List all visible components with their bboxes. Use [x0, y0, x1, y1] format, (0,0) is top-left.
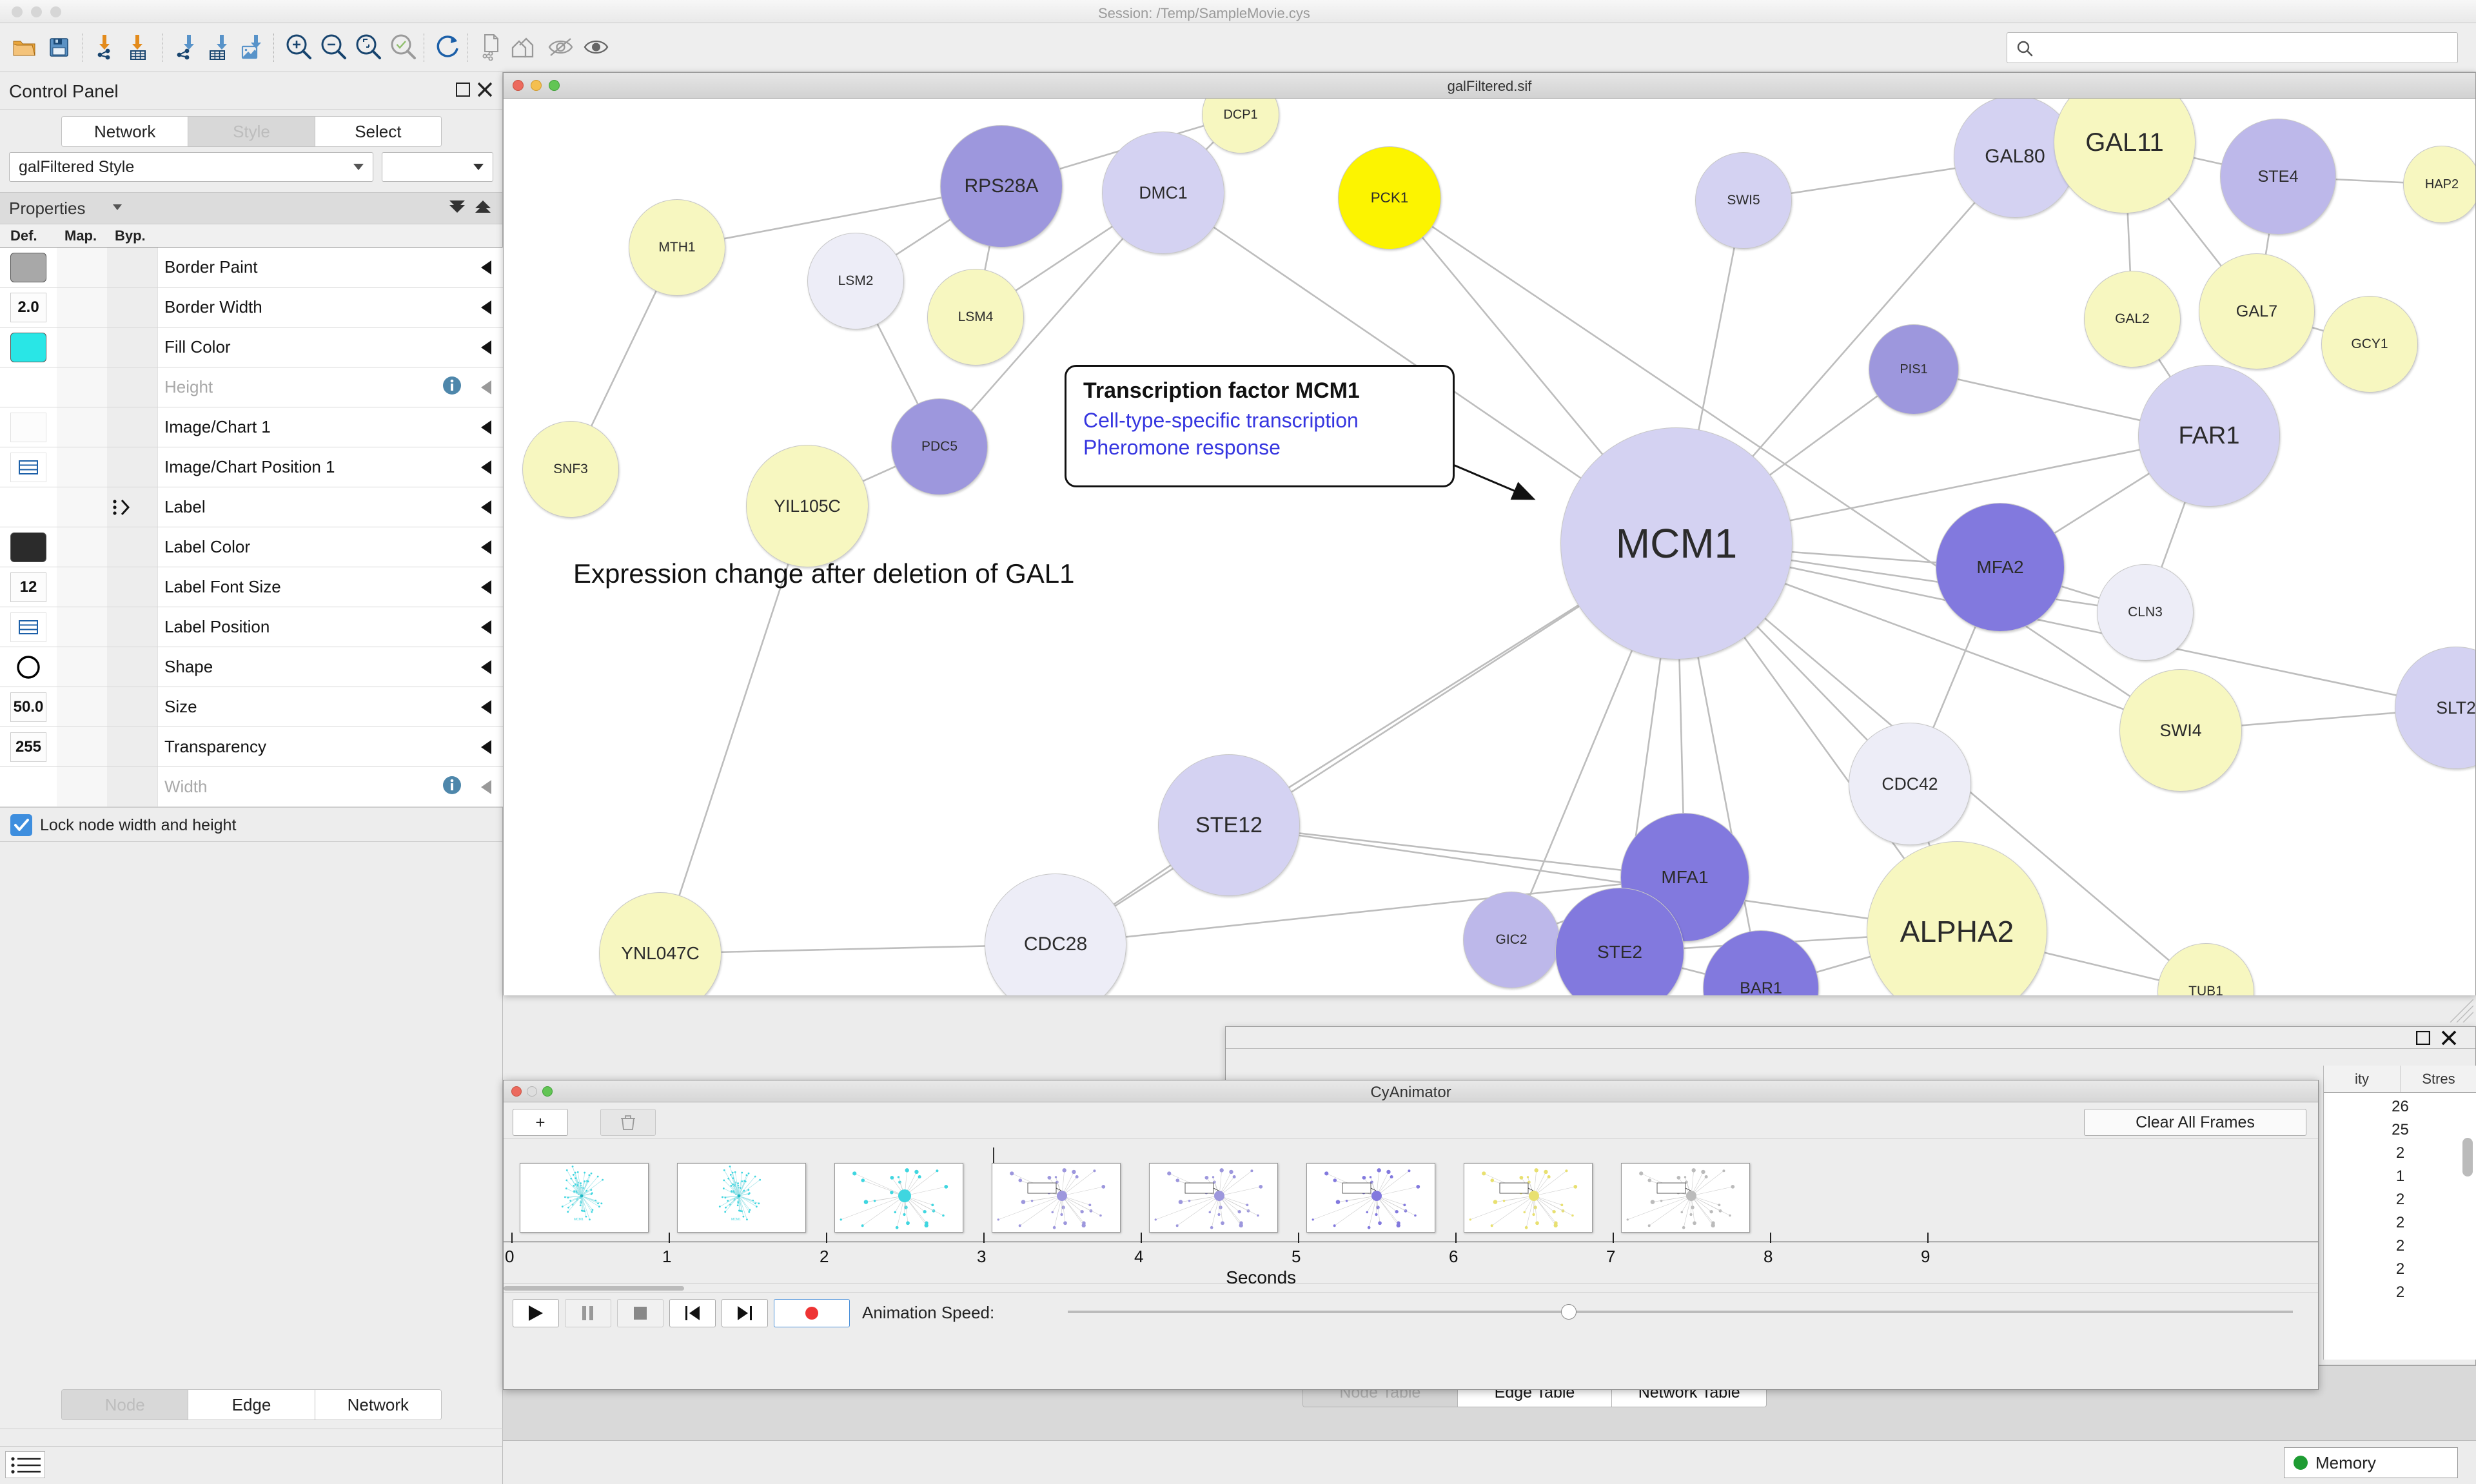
svg-text:MCM1: MCM1	[574, 1218, 584, 1222]
svg-text:MCM1: MCM1	[731, 1218, 741, 1222]
